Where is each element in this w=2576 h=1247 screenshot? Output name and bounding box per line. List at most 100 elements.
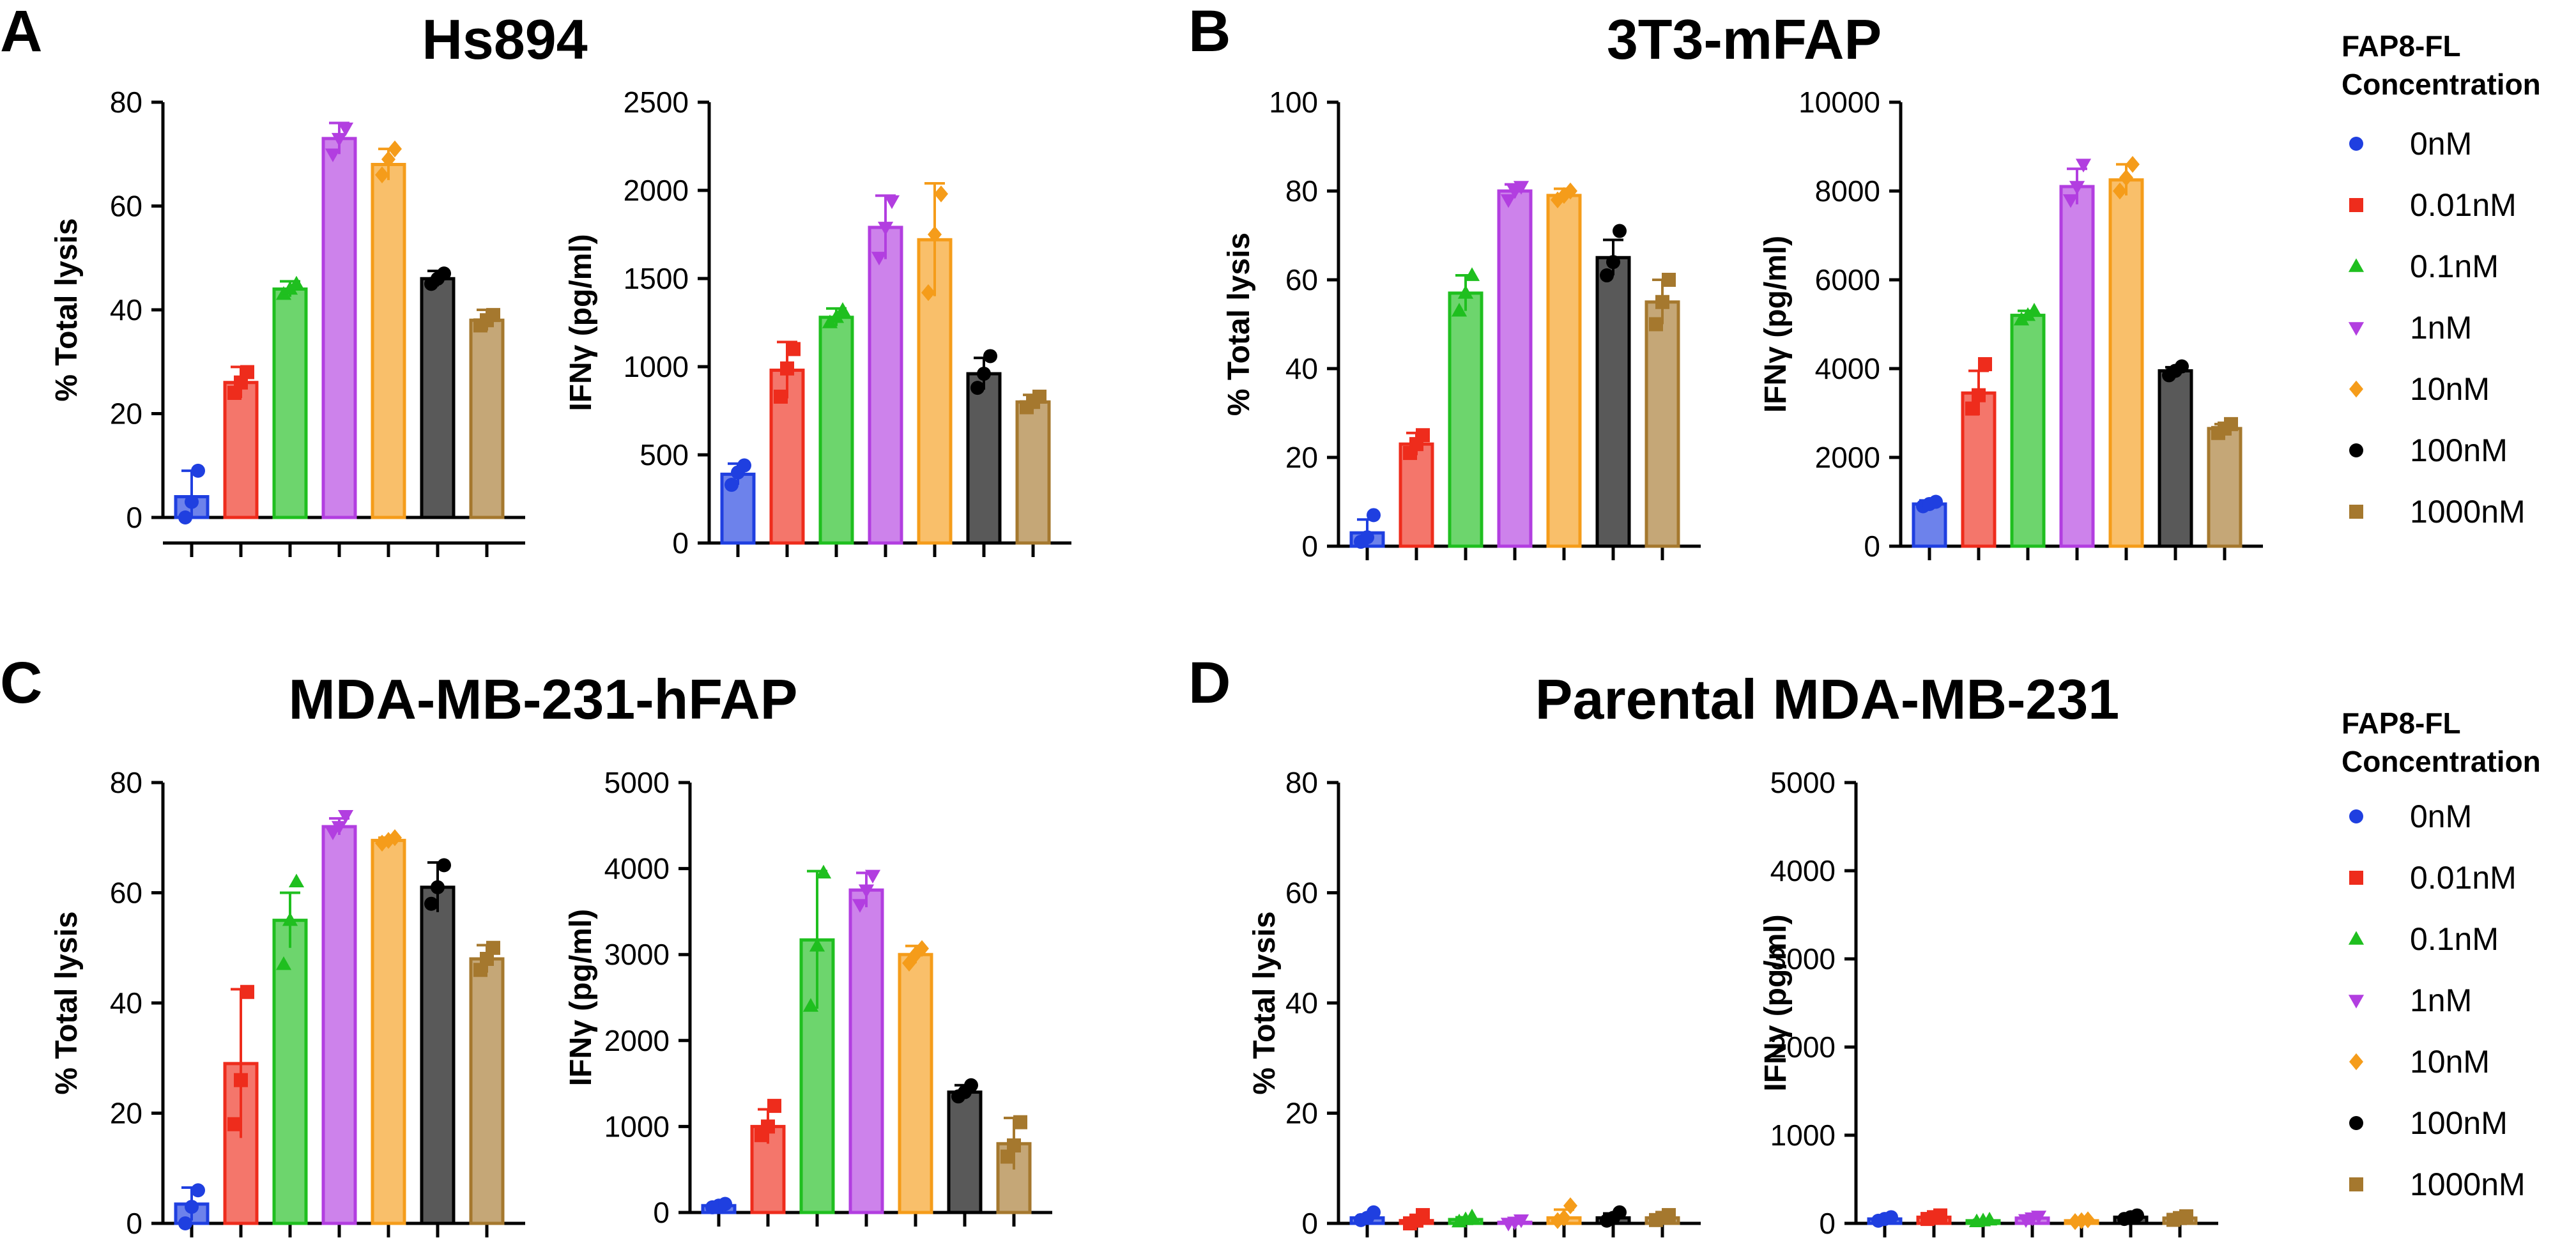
chart-c-ifng-data-point [802,998,819,1012]
chart-c-ifng-y-tick-label: 3000 [604,938,670,971]
chart-b-lysis-bar [1448,291,1483,548]
chart-b-lysis-data-point [1367,508,1381,523]
chart-b-ifng-bar [2010,314,2046,548]
chart-a-lysis-y-tick-label: 40 [110,293,142,326]
panel-letter-a: A [0,0,42,64]
chart-a-ifng-data-point [828,309,845,323]
chart-b-ifng-data-point [2062,194,2079,208]
legend-label: 100nM [2410,1105,2508,1141]
legend-top-title-line1: FAP8-FL [2342,29,2461,63]
chart-c-ifng-data-point [852,899,868,913]
chart-a-ifng-data-point [921,284,935,302]
chart-a-lysis-data-point [381,151,395,168]
chart-d-ifng-data-point [2030,1211,2047,1225]
chart-b-lysis-data-point [1416,428,1430,443]
chart-c-lysis-bar [371,839,406,1225]
chart-b-ifng-data-point [2075,158,2092,172]
panel-title-b: 3T3-mFAP [1607,8,1882,71]
chart-b-ifng-data-point [1929,494,1943,509]
chart-a-ifng-y-tick-label: 1500 [624,262,689,295]
chart-b-ifng-data-point [2224,417,2238,431]
chart-a-ifng-bar [1015,400,1051,545]
chart-a-lysis-data-point [388,140,402,158]
legend-label: 0.1nM [2410,249,2499,284]
chart-c-ifng-data-point [718,1197,732,1211]
chart-c-lysis-data-point [331,821,348,835]
chart-a-ifng-bar [966,372,1002,545]
chart-a-ifng-y-label: IFNγ (pg/ml) [564,234,598,411]
chart-c-lysis-data-point [486,940,500,955]
chart-d-lysis-data-point [1563,1197,1577,1214]
legend-marker-100nm [2349,1116,2363,1130]
chart-c-ifng: 0 1000 2000 3000 4000 5000 IFNγ (pg/ml) [564,766,1052,1229]
chart-b-ifng-y-tick-label: 0 [1864,530,1880,563]
chart-b-ifng-data-point [2175,359,2189,374]
chart-c-lysis-data-point [437,858,451,873]
chart-b-ifng-y-tick-label: 6000 [1815,263,1880,296]
chart-a-ifng-data-point [871,252,887,266]
legend-label: 1nM [2410,310,2472,346]
legend-label: 0.01nM [2410,860,2517,896]
legend-label: 0nM [2410,126,2472,162]
chart-b-lysis-y-label: % Total lysis [1222,233,1256,416]
chart-b-ifng-data-point [1965,401,1979,416]
chart-d-lysis-y-tick-label: 0 [1301,1207,1318,1240]
chart-b-lysis-y-tick-label: 60 [1285,263,1318,296]
chart-a-ifng-bar [818,316,854,545]
legend-marker-100nm [2349,443,2363,457]
chart-a-ifng-data-point [780,361,794,376]
chart-b-ifng-y-label: IFNγ (pg/ml) [1759,236,1793,413]
chart-b-lysis-bar [1546,194,1582,548]
chart-a-ifng-y-tick-label: 500 [640,438,689,471]
chart-d-lysis-data-point [1416,1208,1430,1223]
chart-b-lysis-data-point [1464,267,1480,281]
panel-letter-d: D [1188,650,1230,715]
chart-b-ifng-data-point [2026,303,2043,317]
chart-a-lysis-bar [321,137,357,519]
chart-c-ifng-data-point [767,1099,781,1113]
chart-c-lysis-bar [469,957,505,1225]
chart-c-ifng-data-point [1013,1115,1027,1129]
chart-c-ifng-bar [898,952,933,1214]
chart-c-ifng-bar [848,888,884,1214]
panel-title-a: Hs894 [422,8,587,71]
chart-d-lysis-data-point [1557,1209,1571,1227]
chart-c-lysis-data-point [240,984,254,999]
chart-c-lysis-data-point [388,829,402,846]
legend-bottom-title-line2: Concentration [2342,745,2541,778]
chart-b-lysis-bar [1595,256,1631,548]
chart-c-ifng-data-point [809,938,825,952]
legend-top: FAP8-FL Concentration 0nM 0.01nM 0.1nM 1nM 1… [2342,29,2541,530]
legend-marker-1000nm [2349,1177,2363,1191]
chart-b-lysis-y-tick-label: 40 [1285,352,1318,385]
legend-top-title-line2: Concentration [2342,68,2541,101]
chart-b-lysis-y-tick-label: 80 [1285,174,1318,208]
chart-d-ifng-data-point [2179,1209,2193,1223]
chart-a-ifng-data-point [877,222,894,236]
chart-c-lysis-y-tick-label: 40 [110,986,142,1020]
chart-d-lysis-data-point [1513,1214,1529,1228]
chart-c-lysis-y-tick-label: 0 [126,1207,142,1240]
chart-c-ifng-y-tick-label: 5000 [604,766,670,799]
legend-marker-1nm [2348,995,2365,1009]
chart-d-lysis-data-point [1464,1209,1480,1223]
panel-letter-c: C [0,650,42,715]
chart-b-lysis-data-point [1662,273,1676,287]
chart-c-lysis-data-point [191,1183,205,1198]
chart-c-lysis: 0 20 40 60 80 % Total lysis [50,766,525,1240]
chart-d-lysis-y-label: % Total lysis [1248,911,1282,1094]
chart-c-lysis-y-tick-label: 60 [110,876,142,910]
chart-b-ifng-data-point [2119,169,2133,187]
chart-a-ifng-data-point [970,381,985,395]
chart-a-ifng-y-tick-label: 2500 [624,86,689,119]
legend-bottom-title-line1: FAP8-FL [2342,707,2461,740]
chart-c-lysis-data-point [178,1216,192,1230]
chart-d-lysis-data-point [1662,1208,1676,1223]
chart-d-ifng: 0 1000 2000 3000 4000 5000 IFNγ (pg/ml) [1759,766,2218,1240]
chart-d-ifng-data-point [1981,1211,1998,1226]
chart-b-lysis-data-point [1500,194,1517,208]
chart-d-ifng-y-tick-label: 3000 [1770,942,1836,975]
chart-c-ifng-data-point [864,869,881,884]
chart-a-lysis-data-point [331,133,348,147]
chart-a-lysis-data-point [240,365,254,379]
